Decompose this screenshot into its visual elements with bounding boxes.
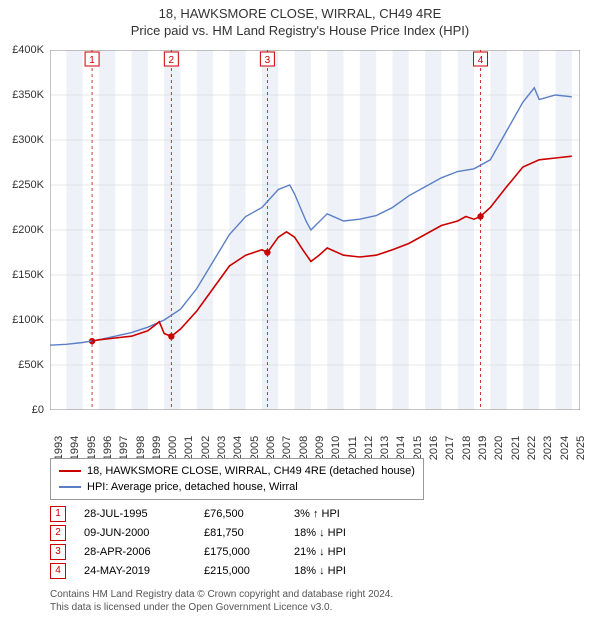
y-tick-label: £250K — [12, 179, 44, 191]
sale-diff: 3% ↑ HPI — [294, 508, 374, 520]
x-tick-label: 2008 — [298, 436, 310, 460]
sale-date: 09-JUN-2000 — [84, 527, 204, 539]
x-tick-label: 2001 — [183, 436, 195, 460]
x-tick-label: 2014 — [395, 436, 407, 460]
x-tick-label: 1995 — [86, 436, 98, 460]
y-tick-label: £150K — [12, 269, 44, 281]
x-tick-label: 2010 — [330, 436, 342, 460]
x-tick-label: 2025 — [575, 436, 587, 460]
sale-price: £215,000 — [204, 565, 294, 577]
x-tick-label: 2016 — [428, 436, 440, 460]
y-tick-label: £100K — [12, 314, 44, 326]
sale-date: 28-JUL-1995 — [84, 508, 204, 520]
sale-marker-icon: 2 — [50, 525, 66, 541]
sale-price: £175,000 — [204, 546, 294, 558]
x-tick-label: 2011 — [347, 436, 359, 460]
svg-text:3: 3 — [265, 55, 271, 66]
sale-price: £81,750 — [204, 527, 294, 539]
chart-plot-area: 1 2 3 4 — [50, 50, 580, 410]
x-tick-label: 1999 — [151, 436, 163, 460]
svg-text:2: 2 — [169, 55, 175, 66]
x-tick-label: 2006 — [265, 436, 277, 460]
legend-label: 18, HAWKSMORE CLOSE, WIRRAL, CH49 4RE (d… — [87, 465, 415, 477]
x-tick-label: 1993 — [53, 436, 65, 460]
sale-marker-icon: 3 — [50, 544, 66, 560]
y-tick-label: £200K — [12, 224, 44, 236]
y-tick-label: £300K — [12, 134, 44, 146]
x-tick-label: 1998 — [135, 436, 147, 460]
x-tick-label: 2018 — [461, 436, 473, 460]
x-tick-label: 2020 — [493, 436, 505, 460]
x-tick-label: 2024 — [559, 436, 571, 460]
sale-diff: 18% ↓ HPI — [294, 565, 374, 577]
sale-row: 4 24-MAY-2019£215,00018% ↓ HPI — [50, 561, 374, 580]
x-tick-label: 2009 — [314, 436, 326, 460]
sale-row: 1 28-JUL-1995£76,5003% ↑ HPI — [50, 504, 374, 523]
x-tick-label: 2004 — [232, 436, 244, 460]
y-tick-label: £350K — [12, 89, 44, 101]
x-tick-label: 1996 — [102, 436, 114, 460]
sale-date: 28-APR-2006 — [84, 546, 204, 558]
chart-title-line2: Price paid vs. HM Land Registry's House … — [0, 23, 600, 38]
sale-diff: 18% ↓ HPI — [294, 527, 374, 539]
sale-row: 3 28-APR-2006£175,00021% ↓ HPI — [50, 542, 374, 561]
x-tick-label: 2013 — [379, 436, 391, 460]
footer-attribution: Contains HM Land Registry data © Crown c… — [50, 588, 393, 614]
legend-swatch — [59, 486, 81, 488]
chart-title-line1: 18, HAWKSMORE CLOSE, WIRRAL, CH49 4RE — [0, 6, 600, 21]
sale-row: 2 09-JUN-2000£81,75018% ↓ HPI — [50, 523, 374, 542]
y-tick-label: £50K — [18, 359, 44, 371]
sale-diff: 21% ↓ HPI — [294, 546, 374, 558]
x-tick-label: 2017 — [444, 436, 456, 460]
legend-swatch — [59, 470, 81, 472]
svg-text:4: 4 — [478, 55, 484, 66]
sale-date: 24-MAY-2019 — [84, 565, 204, 577]
svg-text:1: 1 — [89, 55, 95, 66]
sales-table: 128-JUL-1995£76,5003% ↑ HPI209-JUN-2000£… — [50, 504, 374, 580]
footer-line1: Contains HM Land Registry data © Crown c… — [50, 588, 393, 601]
legend: 18, HAWKSMORE CLOSE, WIRRAL, CH49 4RE (d… — [50, 458, 424, 500]
y-axis: £0£50K£100K£150K£200K£250K£300K£350K£400… — [0, 50, 48, 410]
x-tick-label: 2019 — [477, 436, 489, 460]
y-tick-label: £0 — [32, 404, 44, 416]
x-tick-label: 2007 — [281, 436, 293, 460]
legend-item: 18, HAWKSMORE CLOSE, WIRRAL, CH49 4RE (d… — [59, 463, 415, 479]
x-tick-label: 2021 — [510, 436, 522, 460]
x-tick-label: 2015 — [412, 436, 424, 460]
sale-marker-icon: 1 — [50, 506, 66, 522]
sale-marker-icon: 4 — [50, 563, 66, 579]
sale-price: £76,500 — [204, 508, 294, 520]
x-tick-label: 2023 — [542, 436, 554, 460]
x-tick-label: 2003 — [216, 436, 228, 460]
legend-label: HPI: Average price, detached house, Wirr… — [87, 481, 298, 493]
legend-item: HPI: Average price, detached house, Wirr… — [59, 479, 415, 495]
x-tick-label: 2000 — [167, 436, 179, 460]
x-tick-label: 1997 — [118, 436, 130, 460]
x-axis: 1993199419951996199719981999200020012002… — [50, 414, 580, 454]
x-tick-label: 2022 — [526, 436, 538, 460]
x-tick-label: 2012 — [363, 436, 375, 460]
x-tick-label: 2002 — [200, 436, 212, 460]
x-tick-label: 2005 — [249, 436, 261, 460]
footer-line2: This data is licensed under the Open Gov… — [50, 601, 393, 614]
y-tick-label: £400K — [12, 44, 44, 56]
x-tick-label: 1994 — [69, 436, 81, 460]
